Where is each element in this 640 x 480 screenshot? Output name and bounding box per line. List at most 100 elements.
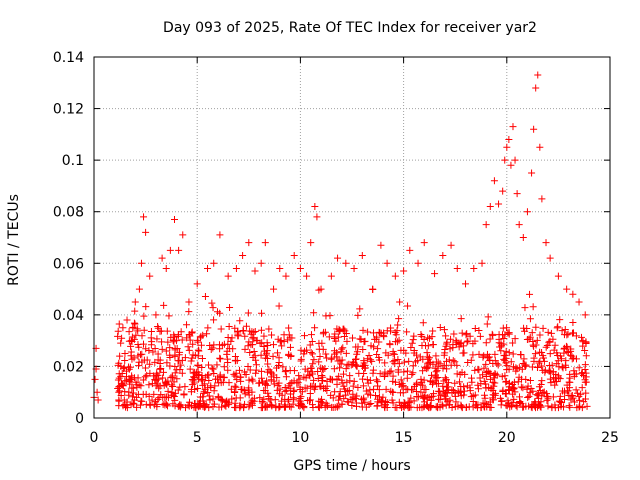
band-point (171, 363, 179, 371)
band-point (525, 392, 533, 400)
band-point (530, 357, 538, 365)
band-point (442, 389, 450, 397)
y-tick-label: 0.06 (53, 256, 84, 272)
band-point (349, 360, 357, 368)
band-point (485, 353, 493, 361)
band-point (480, 364, 488, 372)
band-point (154, 356, 162, 364)
band-point (278, 397, 286, 405)
band-point (132, 331, 140, 339)
band-point (273, 349, 281, 357)
data-point (546, 254, 554, 262)
band-point (194, 361, 202, 369)
band-point (467, 374, 475, 382)
band-point (224, 366, 232, 374)
band-point (361, 361, 369, 369)
band-point (329, 404, 337, 412)
band-point (310, 376, 318, 384)
band-point (365, 351, 373, 359)
band-point (188, 354, 196, 362)
band-point (360, 394, 368, 402)
band-point (387, 367, 395, 375)
band-point (397, 346, 405, 354)
band-point (425, 404, 433, 412)
band-point (180, 390, 188, 398)
band-point (572, 355, 580, 363)
band-point (125, 391, 133, 399)
band-point (338, 356, 346, 364)
band-point (231, 324, 239, 332)
band-point (148, 396, 156, 404)
band-point (117, 339, 125, 347)
band-point (130, 319, 138, 327)
band-point (536, 386, 544, 394)
band-point (580, 398, 588, 406)
band-point (176, 383, 184, 391)
data-point (503, 143, 511, 151)
band-point (551, 401, 559, 409)
band-point (271, 396, 279, 404)
band-point (317, 398, 325, 406)
band-point (167, 391, 175, 399)
band-point (539, 324, 547, 332)
band-point (176, 348, 184, 356)
band-point (497, 401, 505, 409)
band-point (417, 331, 425, 339)
band-point (307, 348, 315, 356)
data-point (554, 272, 562, 280)
data-point (509, 123, 517, 131)
band-point (286, 367, 294, 375)
band-point (323, 354, 331, 362)
band-point (296, 375, 304, 383)
band-point (349, 334, 357, 342)
band-point (575, 364, 583, 372)
band-point (236, 373, 244, 381)
band-point (442, 340, 450, 348)
band-point (335, 392, 343, 400)
data-point (377, 241, 385, 249)
band-point (130, 400, 138, 408)
band-point (306, 397, 314, 405)
band-point (424, 353, 432, 361)
band-point (455, 343, 463, 351)
band-point (346, 377, 354, 385)
band-point (314, 375, 322, 383)
band-point (429, 340, 437, 348)
data-point (140, 213, 148, 221)
band-point (217, 325, 225, 333)
band-point (133, 403, 141, 411)
data-point (536, 143, 544, 151)
band-point (256, 394, 264, 402)
band-point (198, 363, 206, 371)
band-point (171, 352, 179, 360)
band-point (140, 356, 148, 364)
band-point (273, 386, 281, 394)
band-point (550, 346, 558, 354)
band-point (265, 392, 273, 400)
band-point (340, 395, 348, 403)
band-point (556, 316, 564, 324)
band-point (582, 378, 590, 386)
band-point (498, 373, 506, 381)
band-point (533, 336, 541, 344)
data-point (507, 161, 515, 169)
band-point (195, 371, 203, 379)
band-point (205, 404, 213, 412)
band-point (539, 366, 547, 374)
data-point (478, 259, 486, 267)
band-point (199, 381, 207, 389)
band-point (475, 366, 483, 374)
band-point (411, 382, 419, 390)
band-point (440, 390, 448, 398)
band-point (209, 344, 217, 352)
band-point (250, 347, 258, 355)
band-point (522, 361, 530, 369)
band-point (545, 338, 553, 346)
x-tick-label: 5 (193, 430, 202, 446)
band-point (430, 390, 438, 398)
band-point (342, 365, 350, 373)
band-point (456, 378, 464, 386)
band-point (155, 394, 163, 402)
band-point (384, 351, 392, 359)
band-point (185, 346, 193, 354)
